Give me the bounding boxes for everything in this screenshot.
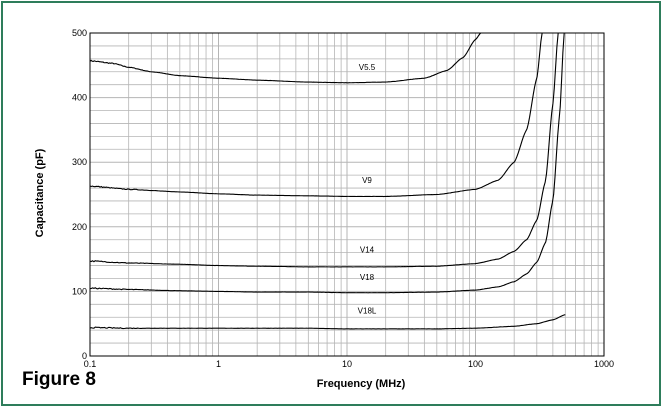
- y-tick-label: 100: [72, 286, 87, 296]
- capacitance-chart: V5.5 V9 V14 V18 V18L 0 100 200 300 400 500 0.1 1 10 1…: [34, 28, 614, 390]
- series-label: V5.5: [359, 63, 376, 72]
- y-tick-label: 400: [72, 93, 87, 103]
- tick-labels: 0 100 200 300 400 500 0.1 1 10 100 1000: [72, 28, 614, 369]
- y-tick-label: 200: [72, 222, 87, 232]
- series-line-v18: [89, 32, 565, 294]
- x-tick-label: 10: [342, 359, 352, 369]
- axes: [89, 32, 605, 357]
- series-line-v18l: [89, 314, 566, 330]
- x-tick-label: 1000: [594, 359, 614, 369]
- grid: [89, 32, 604, 357]
- series-label: V18L: [358, 306, 377, 315]
- plot-border: [89, 32, 605, 357]
- x-tick-label: 1: [216, 359, 221, 369]
- series-label: V9: [362, 176, 372, 185]
- y-tick-label: 0: [82, 351, 87, 361]
- series-label: V14: [360, 246, 375, 255]
- x-tick-label: 0.1: [84, 359, 97, 369]
- series-label: V18: [360, 273, 375, 282]
- series-lines: [89, 32, 566, 330]
- series-line-v5-5: [89, 32, 482, 84]
- figure-label: Figure 8: [22, 369, 96, 390]
- x-tick-label: 100: [468, 359, 483, 369]
- series-line-v9: [89, 32, 543, 198]
- y-axis-label: Capacitance (pF): [34, 148, 46, 237]
- y-tick-label: 500: [72, 28, 87, 38]
- y-tick-label: 300: [72, 157, 87, 167]
- x-axis-label: Frequency (MHz): [317, 378, 406, 390]
- series-labels: V5.5 V9 V14 V18 V18L: [358, 63, 377, 316]
- series-line-v14: [89, 32, 559, 268]
